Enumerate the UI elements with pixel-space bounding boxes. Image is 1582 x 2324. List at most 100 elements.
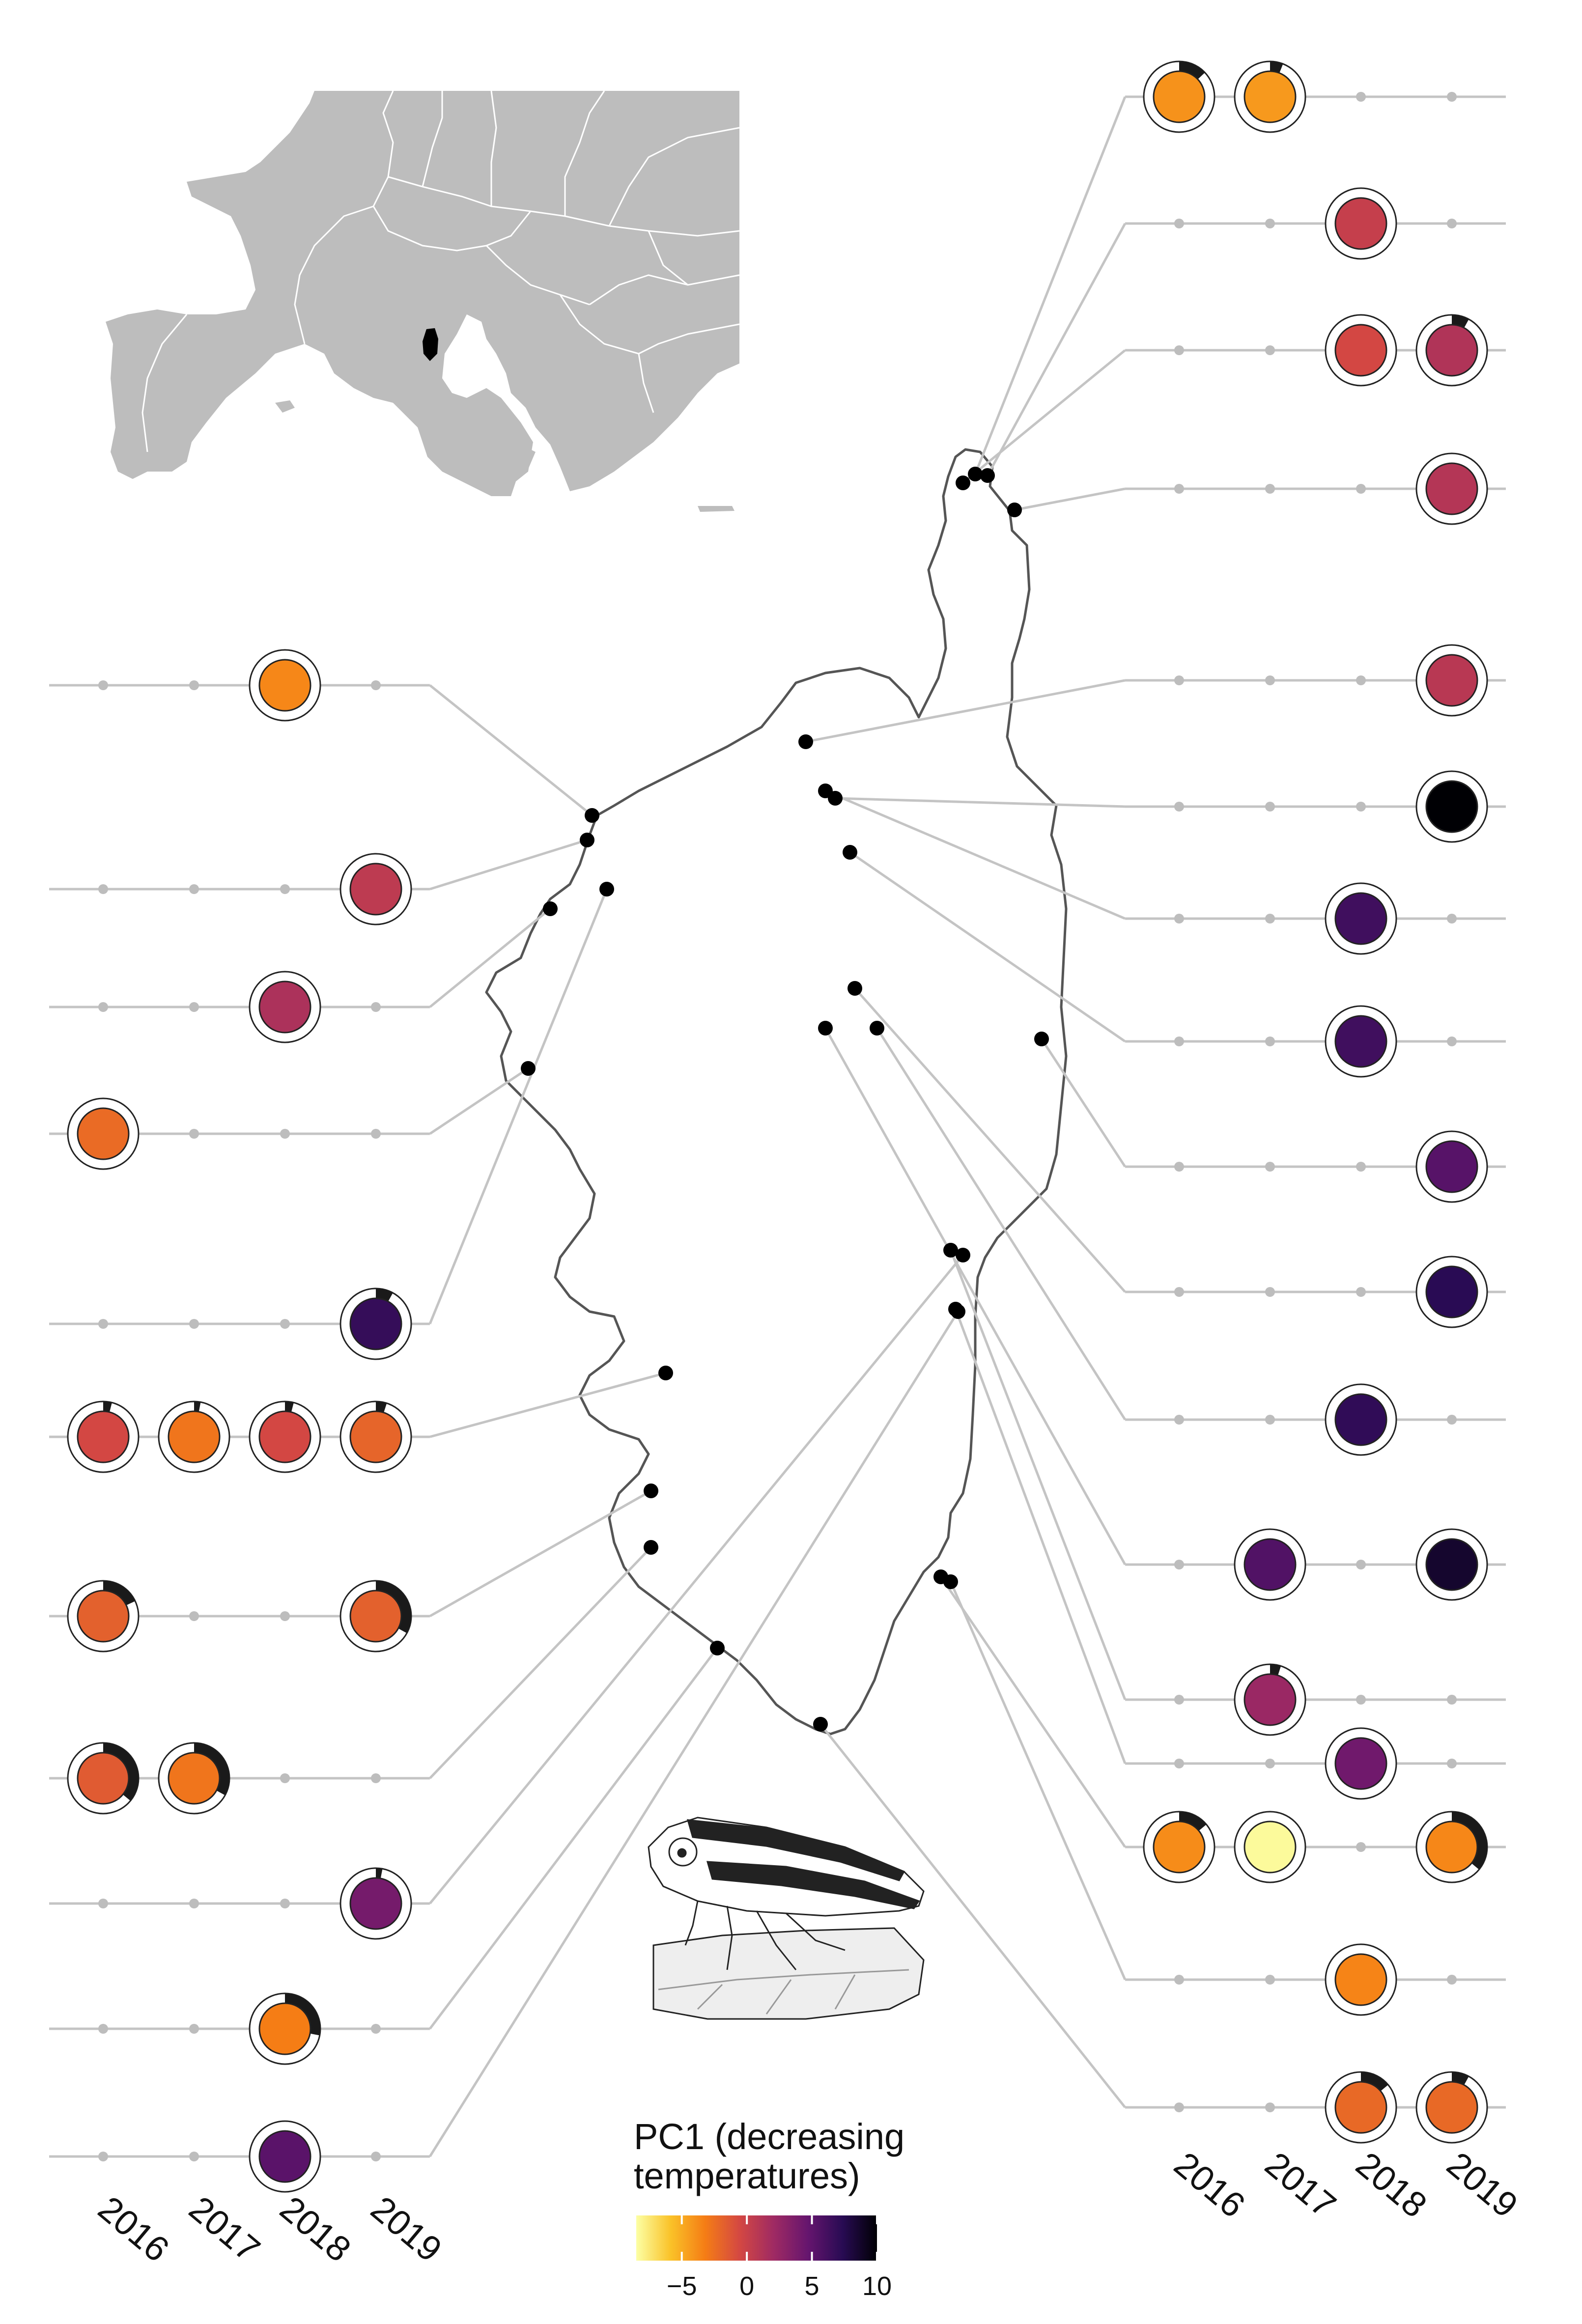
pc1-color-dot xyxy=(77,1590,130,1643)
empty-year-marker xyxy=(280,1899,290,1908)
site-row xyxy=(1125,1256,1506,1328)
connector-line xyxy=(429,1067,529,1135)
site-dots xyxy=(521,467,1049,1732)
empty-year-marker xyxy=(280,884,290,894)
empty-year-marker xyxy=(1447,219,1457,228)
connector-line xyxy=(429,1647,718,2030)
empty-year-marker xyxy=(98,884,108,894)
empty-year-marker xyxy=(98,680,108,690)
empty-year-marker xyxy=(371,1773,381,1783)
connector-line xyxy=(429,1489,652,1618)
site-row xyxy=(1125,187,1506,260)
connector-line xyxy=(1014,487,1126,511)
connector-line xyxy=(1040,1038,1127,1168)
empty-year-marker xyxy=(1356,1842,1366,1852)
site-row xyxy=(1125,644,1506,717)
site-row xyxy=(49,853,430,925)
sample-pie xyxy=(1415,2071,1488,2144)
site-dot xyxy=(818,1021,833,1036)
legend-tick-label: 0 xyxy=(739,2271,754,2301)
europe-inset-map xyxy=(106,90,740,512)
sample-pie xyxy=(249,1400,321,1473)
connector-line xyxy=(429,1372,666,1438)
sample-pie xyxy=(67,1580,140,1652)
empty-year-marker xyxy=(1356,1695,1366,1705)
sample-pie xyxy=(1325,1005,1397,1078)
sample-pie xyxy=(1325,187,1397,260)
site-dot xyxy=(644,1484,658,1498)
empty-year-marker xyxy=(189,680,199,690)
connector-line xyxy=(825,789,1126,920)
legend-ticks: −5 0 5 10 xyxy=(667,2215,892,2301)
empty-year-marker xyxy=(1447,1036,1457,1046)
insect-eye-pupil xyxy=(677,1848,687,1858)
connector-line xyxy=(876,1027,1127,1421)
empty-year-marker xyxy=(1265,1759,1275,1768)
pc1-color-dot xyxy=(1334,197,1387,250)
connector-line xyxy=(949,1581,1127,1981)
site-dot xyxy=(968,467,983,481)
leaf-vein xyxy=(697,1974,856,2015)
pc1-color-dot xyxy=(1425,654,1478,707)
pc1-color-dot xyxy=(1243,1538,1297,1591)
empty-year-marker xyxy=(189,1002,199,1012)
site-dot xyxy=(848,981,862,996)
sample-pie xyxy=(1325,1727,1397,1800)
empty-year-marker xyxy=(189,1899,199,1908)
empty-year-marker xyxy=(1356,1162,1366,1172)
empty-year-marker xyxy=(1174,1036,1184,1046)
empty-year-marker xyxy=(1174,1975,1184,1985)
pc1-color-dot xyxy=(258,659,311,712)
site-row xyxy=(1125,2071,1506,2144)
site-row xyxy=(1125,1943,1506,2016)
empty-year-marker xyxy=(1265,802,1275,812)
legend-colorbar xyxy=(636,2215,877,2261)
empty-year-marker xyxy=(1356,92,1366,102)
site-connector-lines xyxy=(428,96,1127,2157)
pc1-color-dot xyxy=(349,1590,402,1643)
empty-year-marker xyxy=(1265,1415,1275,1425)
empty-year-marker xyxy=(280,1773,290,1783)
connector-line xyxy=(986,223,1127,476)
empty-year-marker xyxy=(1356,1287,1366,1297)
site-dot xyxy=(818,784,833,798)
year-label-2016: 2016 xyxy=(1167,2145,1252,2225)
year-labels-left: 2016 2017 2018 2019 xyxy=(91,2189,449,2269)
legend-tick-label: −5 xyxy=(667,2271,697,2301)
empty-year-marker xyxy=(189,1129,199,1139)
site-row xyxy=(1125,770,1506,843)
year-label-2017: 2017 xyxy=(1258,2145,1343,2225)
pc1-color-dot xyxy=(77,1752,130,1805)
connector-line xyxy=(429,1546,652,1779)
site-dot xyxy=(585,808,599,823)
empty-year-marker xyxy=(189,1319,199,1329)
site-row xyxy=(1125,60,1506,133)
connector-line xyxy=(824,1027,1127,1566)
site-dot xyxy=(870,1021,884,1036)
site-rows xyxy=(49,60,1506,2193)
empty-year-marker xyxy=(98,1899,108,1908)
site-dot xyxy=(521,1061,536,1076)
pc1-color-dot xyxy=(1334,1737,1387,1790)
legend-title-line2: temperatures) xyxy=(634,2156,860,2196)
leaf-vein xyxy=(658,1969,909,1990)
pc1-color-dot xyxy=(1425,2081,1478,2134)
sample-pie xyxy=(1415,452,1488,525)
connector-line xyxy=(835,797,1126,808)
leafhopper-illustration xyxy=(648,1817,925,2020)
empty-year-marker xyxy=(1174,2102,1184,2112)
empty-year-marker xyxy=(189,1611,199,1621)
sample-pie xyxy=(1234,1811,1306,1883)
site-dot xyxy=(798,734,813,749)
sample-pie xyxy=(1325,1943,1397,2016)
corsica-outline xyxy=(485,448,1068,1736)
inset-island-sicily xyxy=(491,445,536,472)
inset-island-balearic xyxy=(275,400,295,413)
sample-pie xyxy=(67,1400,140,1473)
empty-year-marker xyxy=(1265,2102,1275,2112)
site-row xyxy=(1125,1727,1506,1800)
pc1-color-legend: PC1 (decreasing temperatures) −5 0 5 10 xyxy=(634,2116,904,2301)
pc1-color-dot xyxy=(1243,1820,1297,1874)
site-dot xyxy=(951,1304,965,1319)
year-label-2019: 2019 xyxy=(364,2189,449,2269)
